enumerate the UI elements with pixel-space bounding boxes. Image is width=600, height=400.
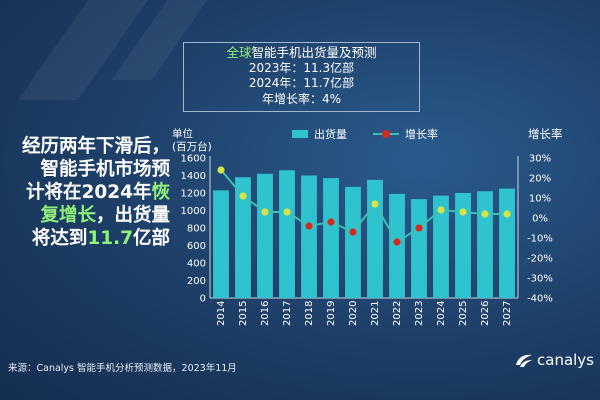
bar-2018 xyxy=(301,175,317,298)
growth-point-2025 xyxy=(459,208,467,216)
growth-point-2026 xyxy=(481,210,489,218)
headline-segment: 将达到 xyxy=(31,228,88,249)
headline-text: 经历两年下滑后， 智能手机市场预 计将在2024年恢 复增长，出货量 将达到11… xyxy=(0,135,170,250)
x-tick-label: 2023 xyxy=(414,301,425,326)
x-tick-label: 2022 xyxy=(392,301,403,326)
canalys-logo-text: canalys xyxy=(537,351,594,369)
x-tick-label: 2016 xyxy=(260,301,271,326)
growth-point-2015 xyxy=(239,192,247,200)
left-axis-unit: 单位 (百万台) xyxy=(172,128,212,154)
growth-point-2016 xyxy=(261,208,269,216)
x-tick-label: 2019 xyxy=(326,301,337,326)
right-tick-label: -30% xyxy=(527,274,553,285)
canalys-logo: canalys xyxy=(514,351,594,369)
forecast-title: 全球智能手机出货量及预测 xyxy=(184,45,419,61)
growth-rate-line xyxy=(220,169,507,244)
right-tick-label: -20% xyxy=(527,254,553,265)
x-tick-label: 2024 xyxy=(436,301,447,326)
forecast-2024: 2024年：11.7亿部 xyxy=(248,76,355,90)
right-tick-label: -40% xyxy=(527,294,553,305)
right-tick-label: 30% xyxy=(529,154,551,165)
bar-2016 xyxy=(257,173,273,298)
bar-2015 xyxy=(235,177,251,298)
left-tick-label: 1000 xyxy=(181,206,206,217)
headline-highlight: 恢 xyxy=(151,182,170,203)
growth-point-2024 xyxy=(437,206,445,214)
forecast-summary-box: 全球智能手机出货量及预测 2023年：11.3亿部 2024年：11.7亿部 年… xyxy=(183,42,420,112)
growth-point-2017 xyxy=(283,208,291,216)
left-tick-label: 400 xyxy=(187,259,206,270)
headline-highlight: 11.7 xyxy=(87,228,133,249)
bar-2014 xyxy=(213,190,229,298)
bar-2027 xyxy=(499,188,515,298)
right-tick-label: 20% xyxy=(529,174,551,185)
bar-2023 xyxy=(411,199,427,298)
legend-line-label: 增长率 xyxy=(405,128,438,141)
left-axis-unit-line: (百万台) xyxy=(172,141,212,153)
left-tick-label: 1400 xyxy=(181,171,206,182)
legend-line-swatch xyxy=(373,129,399,139)
right-axis-label: 增长率 xyxy=(528,127,563,141)
x-tick-label: 2027 xyxy=(502,301,513,326)
headline-line: 复增长，出货量 xyxy=(0,204,170,227)
left-tick-label: 800 xyxy=(187,224,206,235)
bar-2017 xyxy=(279,170,295,298)
headline-segment: ，出货量 xyxy=(95,205,170,226)
forecast-title-rest: 智能手机出货量及预测 xyxy=(251,45,377,60)
left-tick-label: 1600 xyxy=(181,154,206,165)
growth-point-2022 xyxy=(393,238,401,246)
x-tick-label: 2018 xyxy=(304,301,315,326)
bar-2026 xyxy=(477,191,493,298)
canalys-logo-icon xyxy=(516,354,532,367)
left-tick-label: 600 xyxy=(187,241,206,252)
left-tick-label: 1200 xyxy=(181,189,206,200)
x-tick-label: 2015 xyxy=(238,301,249,326)
right-tick-label: 10% xyxy=(529,194,551,205)
growth-point-2014 xyxy=(217,166,225,174)
growth-point-2020 xyxy=(349,228,357,236)
growth-point-2018 xyxy=(305,222,313,230)
legend-bar-label: 出货量 xyxy=(314,128,347,141)
headline-line: 智能手机市场预 xyxy=(40,159,170,180)
chart-legend: 出货量 增长率 xyxy=(292,126,438,142)
bar-2019 xyxy=(323,178,339,298)
forecast-title-highlight: 全球 xyxy=(226,45,252,60)
source-note: 来源：Canalys 智能手机分析预测数据，2023年11月 xyxy=(8,363,237,374)
bar-2020 xyxy=(345,186,361,298)
x-tick-label: 2014 xyxy=(216,301,227,326)
forecast-2023: 2023年：11.3亿部 xyxy=(248,60,355,75)
headline-line: 经历两年下滑后， xyxy=(21,136,170,157)
legend-bar-swatch xyxy=(292,130,308,138)
headline-highlight: 复增长 xyxy=(40,205,96,226)
left-axis-unit-line: 单位 xyxy=(172,128,193,140)
x-tick-label: 2025 xyxy=(458,301,469,326)
growth-point-2019 xyxy=(327,218,335,226)
growth-point-2023 xyxy=(415,224,423,232)
x-tick-label: 2020 xyxy=(348,301,359,326)
right-tick-label: 0% xyxy=(532,214,548,225)
headline-segment: 亿部 xyxy=(132,228,170,249)
x-tick-label: 2017 xyxy=(282,301,293,326)
bar-2022 xyxy=(389,193,405,298)
growth-point-2021 xyxy=(371,200,379,208)
forecast-growth-rate: 年增长率：4% xyxy=(261,91,342,106)
x-tick-label: 2021 xyxy=(370,301,381,326)
growth-point-2027 xyxy=(503,210,511,218)
left-tick-label: 200 xyxy=(187,276,206,287)
headline-line: 将达到11.7亿部 xyxy=(0,227,170,250)
headline-line: 计将在2024年恢 xyxy=(0,181,170,204)
bar-2024 xyxy=(433,195,449,298)
left-tick-label: 0 xyxy=(200,294,206,305)
headline-segment: 计将在2024年 xyxy=(25,182,152,203)
bar-2021 xyxy=(367,179,383,298)
bar-2025 xyxy=(455,193,471,298)
right-tick-label: -10% xyxy=(527,234,553,245)
x-tick-label: 2026 xyxy=(480,301,491,326)
